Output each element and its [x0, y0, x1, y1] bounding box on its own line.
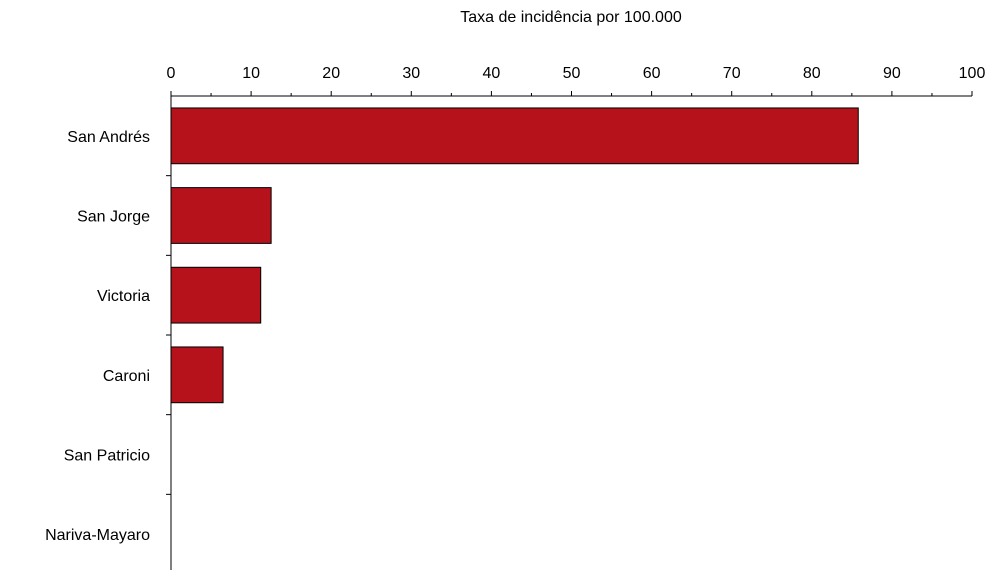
x-tick-label: 100 — [959, 65, 986, 82]
category-label: Nariva-Mayaro — [45, 527, 150, 544]
x-tick-label: 0 — [167, 65, 176, 82]
category-label: Caroni — [103, 368, 150, 385]
x-axis-ticks: 0 10 20 30 40 50 60 70 80 90 100 — [167, 65, 986, 96]
category-labels: San Andrés San Jorge Victoria Caroni San Pat… — [45, 129, 150, 544]
x-tick-label: 10 — [242, 65, 260, 82]
category-label: Victoria — [97, 288, 150, 305]
bar — [170, 346, 224, 404]
bar — [170, 107, 859, 165]
bar — [170, 266, 262, 324]
category-label: San Jorge — [77, 209, 150, 226]
x-tick-label: 40 — [483, 65, 501, 82]
x-tick-label: 70 — [723, 65, 741, 82]
category-label: San Andrés — [67, 129, 150, 146]
x-tick-label: 90 — [883, 65, 901, 82]
x-axis-title: Taxa de incidência por 100.000 — [460, 9, 682, 26]
x-tick-label: 80 — [803, 65, 821, 82]
bar — [170, 187, 272, 244]
bars-group — [170, 107, 859, 404]
x-tick-label: 50 — [563, 65, 581, 82]
y-axis-ticks — [166, 175, 171, 495]
category-label: San Patricio — [64, 448, 150, 465]
x-tick-label: 30 — [402, 65, 420, 82]
x-tick-label: 20 — [322, 65, 340, 82]
x-tick-label: 60 — [643, 65, 661, 82]
